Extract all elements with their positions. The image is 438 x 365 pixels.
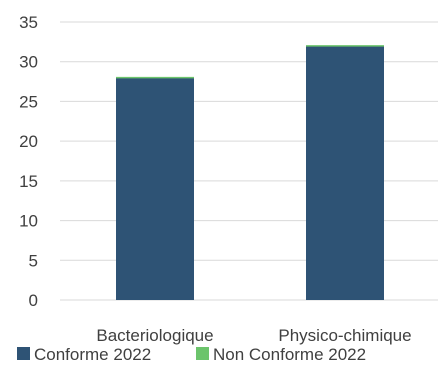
x-tick-label-bacteriologique: Bacteriologique [96,326,213,345]
bar-bacteriologique-conforme [116,77,194,300]
y-tick-label-0: 0 [29,291,38,310]
y-tick-label-15: 15 [19,172,38,191]
legend-item-conforme: Conforme 2022 [17,345,151,364]
bar-physico-chimique-conforme [306,45,384,301]
y-tick-label-20: 20 [19,132,38,151]
y-tick-label-25: 25 [19,92,38,111]
legend-label-conforme: Conforme 2022 [34,345,151,364]
legend-label-non-conforme: Non Conforme 2022 [213,345,366,364]
y-tick-label-35: 35 [19,13,38,32]
legend-swatch-non-conforme [196,347,209,360]
legend: Conforme 2022 Non Conforme 2022 [17,345,366,364]
x-tick-label-physico-chimique: Physico-chimique [278,326,411,345]
legend-item-non-conforme: Non Conforme 2022 [196,345,366,364]
y-axis-tick-labels: 0 5 10 15 20 25 30 35 [19,13,38,310]
bars [116,45,384,301]
legend-swatch-conforme [17,347,30,360]
y-tick-label-30: 30 [19,53,38,72]
y-tick-label-5: 5 [29,251,38,270]
x-axis-tick-labels: Bacteriologique Physico-chimique [96,326,411,345]
y-tick-label-10: 10 [19,212,38,231]
